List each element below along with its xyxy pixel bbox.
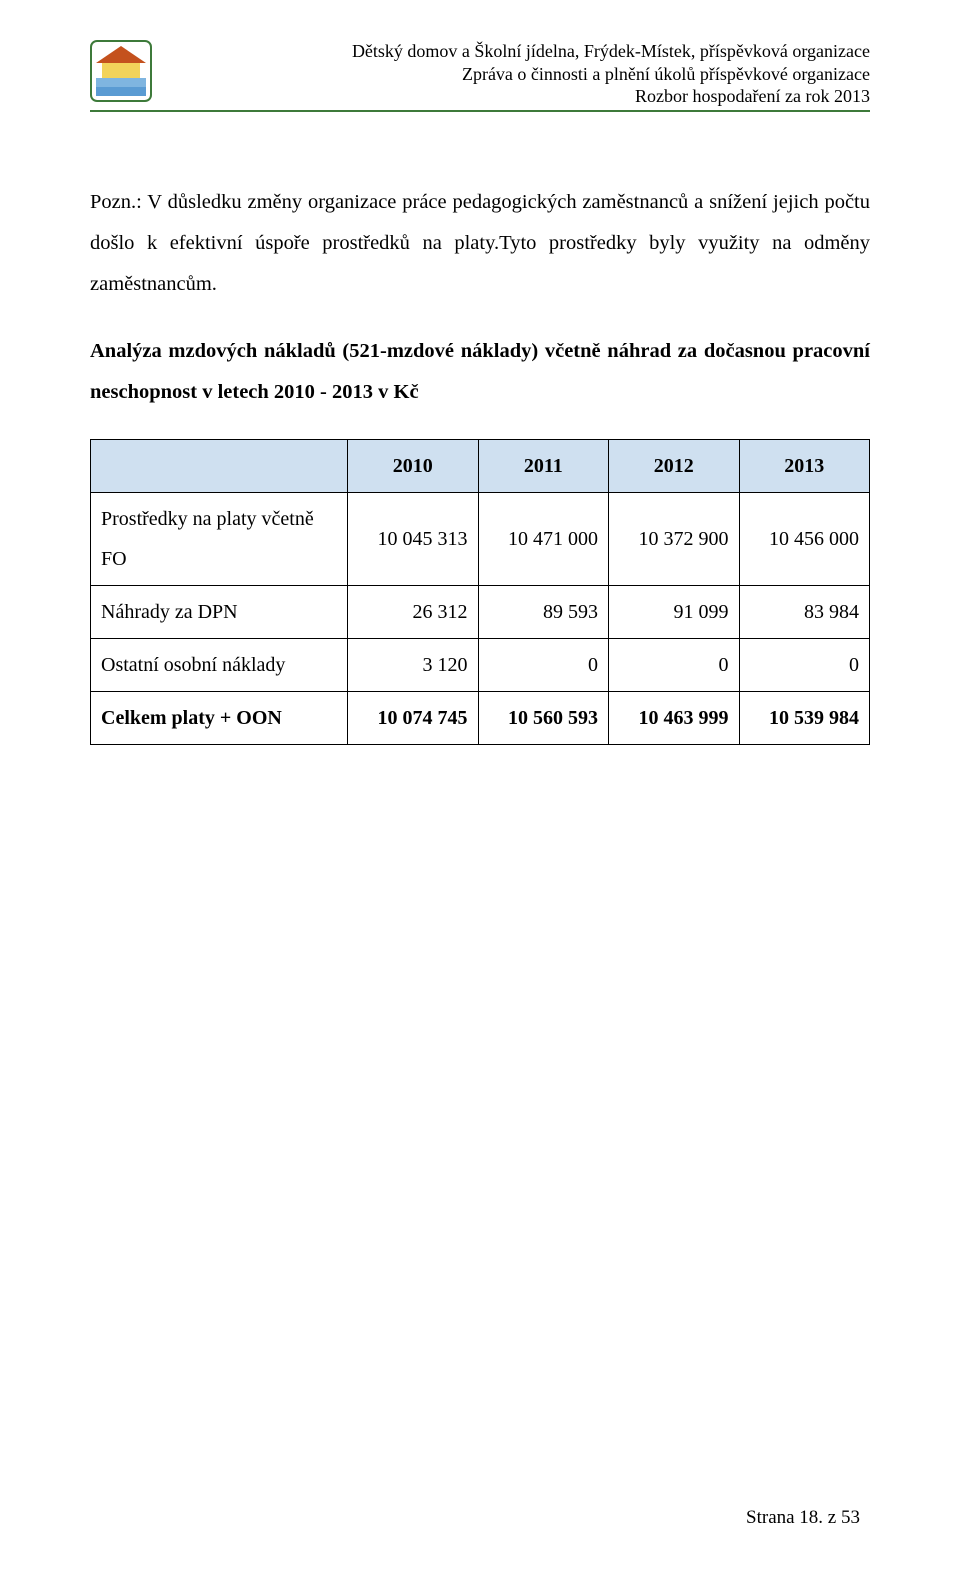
cell: 10 074 745 (348, 691, 478, 744)
cell: 10 045 313 (348, 492, 478, 585)
header-text: Dětský domov a Školní jídelna, Frýdek-Mí… (164, 40, 870, 108)
cell: 0 (478, 638, 608, 691)
table-row: Prostředky na platy včetně FO 10 045 313… (91, 492, 870, 585)
page-footer: Strana 18. z 53 (746, 1507, 860, 1529)
row-label: Ostatní osobní náklady (91, 638, 348, 691)
cell: 91 099 (609, 585, 739, 638)
cell: 10 471 000 (478, 492, 608, 585)
table-row-total: Celkem platy + OON 10 074 745 10 560 593… (91, 691, 870, 744)
salary-analysis-table: 2010 2011 2012 2013 Prostředky na platy … (90, 439, 870, 745)
cell: 10 463 999 (609, 691, 739, 744)
row-label: Prostředky na platy včetně FO (91, 492, 348, 585)
table-header-row: 2010 2011 2012 2013 (91, 439, 870, 492)
cell: 3 120 (348, 638, 478, 691)
cell: 10 560 593 (478, 691, 608, 744)
cell: 0 (609, 638, 739, 691)
house-logo-icon (90, 40, 152, 102)
paragraph-note: Pozn.: V důsledku změny organizace práce… (90, 182, 870, 305)
col-header-2011: 2011 (478, 439, 608, 492)
table-row: Ostatní osobní náklady 3 120 0 0 0 (91, 638, 870, 691)
body-text: Pozn.: V důsledku změny organizace práce… (90, 182, 870, 745)
cell: 83 984 (739, 585, 869, 638)
col-header-2010: 2010 (348, 439, 478, 492)
cell: 10 456 000 (739, 492, 869, 585)
col-header-2012: 2012 (609, 439, 739, 492)
page-header: Dětský domov a Školní jídelna, Frýdek-Mí… (90, 40, 870, 112)
cell: 89 593 (478, 585, 608, 638)
cell: 26 312 (348, 585, 478, 638)
header-org-line: Dětský domov a Školní jídelna, Frýdek-Mí… (164, 40, 870, 63)
cell: 10 539 984 (739, 691, 869, 744)
page: Dětský domov a Školní jídelna, Frýdek-Mí… (0, 0, 960, 1569)
paragraph-analysis-heading: Analýza mzdových nákladů (521-mzdové nák… (90, 331, 870, 413)
table-row: Náhrady za DPN 26 312 89 593 91 099 83 9… (91, 585, 870, 638)
header-subtitle-line: Rozbor hospodaření za rok 2013 (164, 85, 870, 108)
header-report-line: Zpráva o činnosti a plnění úkolů příspěv… (164, 63, 870, 86)
cell: 0 (739, 638, 869, 691)
col-header-2013: 2013 (739, 439, 869, 492)
logo-wrap (90, 40, 152, 102)
col-header-blank (91, 439, 348, 492)
cell: 10 372 900 (609, 492, 739, 585)
row-label: Celkem platy + OON (91, 691, 348, 744)
row-label: Náhrady za DPN (91, 585, 348, 638)
